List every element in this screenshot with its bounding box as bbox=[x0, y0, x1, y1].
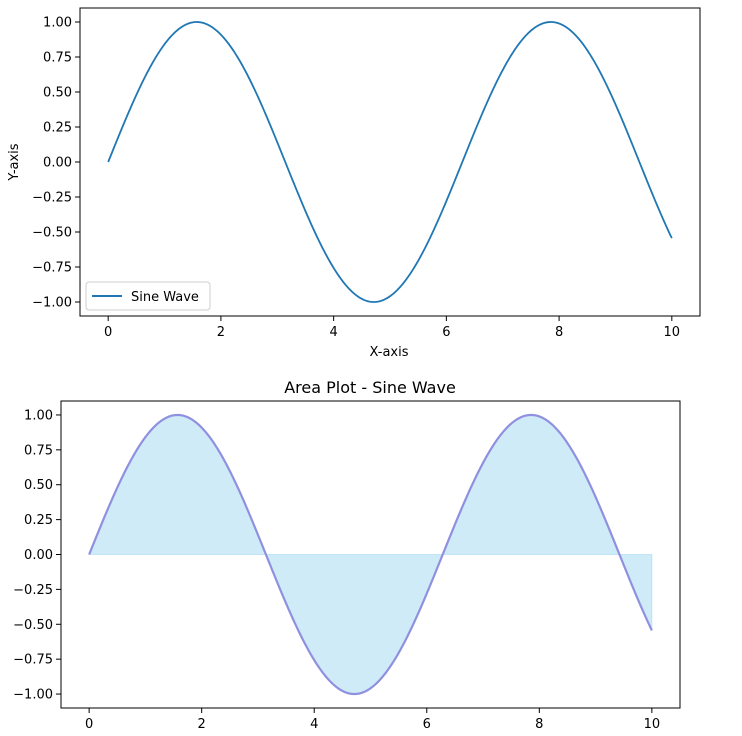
x-tick-label: 4 bbox=[310, 717, 318, 732]
series-line-sine-wave bbox=[107, 21, 673, 303]
y-tick-label: −0.50 bbox=[13, 618, 53, 633]
y-tick-label: 0.50 bbox=[24, 478, 53, 493]
plot-area bbox=[107, 21, 673, 303]
chart-title: Area Plot - Sine Wave bbox=[284, 378, 456, 397]
y-tick-label: 1.00 bbox=[24, 408, 53, 423]
y-tick-label: 1.00 bbox=[43, 16, 72, 31]
x-tick-label: 0 bbox=[85, 717, 93, 732]
y-tick-label: 0.25 bbox=[43, 121, 72, 136]
axis-ticks: 0 2 4 6 8 10 −1.00 −0.75 −0.50 −0.25 0.00 0.25 0.50 0… bbox=[32, 16, 680, 341]
x-tick-label: 6 bbox=[442, 325, 450, 340]
y-tick-label: 0.25 bbox=[24, 513, 53, 528]
y-tick-label: −0.25 bbox=[32, 191, 72, 206]
plot-area bbox=[88, 413, 653, 696]
line-chart: 0 2 4 6 8 10 −1.00 −0.75 −0.50 −0.25 0.00 0.25 0.50 0… bbox=[7, 7, 701, 360]
area-chart: Area Plot - Sine Wave 0 2 4 6 8 10 −1.00 −0.75 −… bbox=[13, 378, 681, 732]
y-tick-label: 0.00 bbox=[24, 548, 53, 563]
y-tick-label: 0.00 bbox=[43, 156, 72, 171]
y-tick-label: −0.25 bbox=[13, 583, 53, 598]
x-axis-label: X-axis bbox=[370, 345, 409, 360]
legend: Sine Wave bbox=[85, 281, 211, 311]
x-tick-label: 10 bbox=[644, 717, 661, 732]
area-fill bbox=[88, 414, 653, 695]
legend-box bbox=[85, 281, 211, 311]
x-tick-label: 8 bbox=[555, 325, 563, 340]
x-tick-label: 2 bbox=[198, 717, 206, 732]
x-tick-label: 10 bbox=[664, 325, 681, 340]
x-tick-label: 2 bbox=[217, 325, 225, 340]
y-tick-label: 0.75 bbox=[24, 443, 53, 458]
y-tick-label: −0.75 bbox=[13, 653, 53, 668]
axes-frame bbox=[60, 400, 681, 709]
y-tick-label: 0.50 bbox=[43, 86, 72, 101]
axis-ticks: 0 2 4 6 8 10 −1.00 −0.75 −0.50 −0.25 0.00 0.25 0.50 0… bbox=[13, 408, 660, 732]
y-tick-label: −0.50 bbox=[32, 226, 72, 241]
y-tick-label: 0.75 bbox=[43, 51, 72, 66]
y-tick-label: −1.00 bbox=[32, 296, 72, 311]
axes-frame bbox=[79, 7, 701, 317]
y-tick-label: −1.00 bbox=[13, 688, 53, 703]
x-tick-label: 4 bbox=[329, 325, 337, 340]
x-tick-label: 8 bbox=[535, 717, 543, 732]
x-tick-label: 6 bbox=[423, 717, 431, 732]
x-tick-label: 0 bbox=[104, 325, 112, 340]
legend-label: Sine Wave bbox=[131, 290, 199, 305]
y-axis-label: Y-axis bbox=[7, 143, 22, 181]
series-line bbox=[88, 413, 653, 696]
y-tick-label: −0.75 bbox=[32, 261, 72, 276]
